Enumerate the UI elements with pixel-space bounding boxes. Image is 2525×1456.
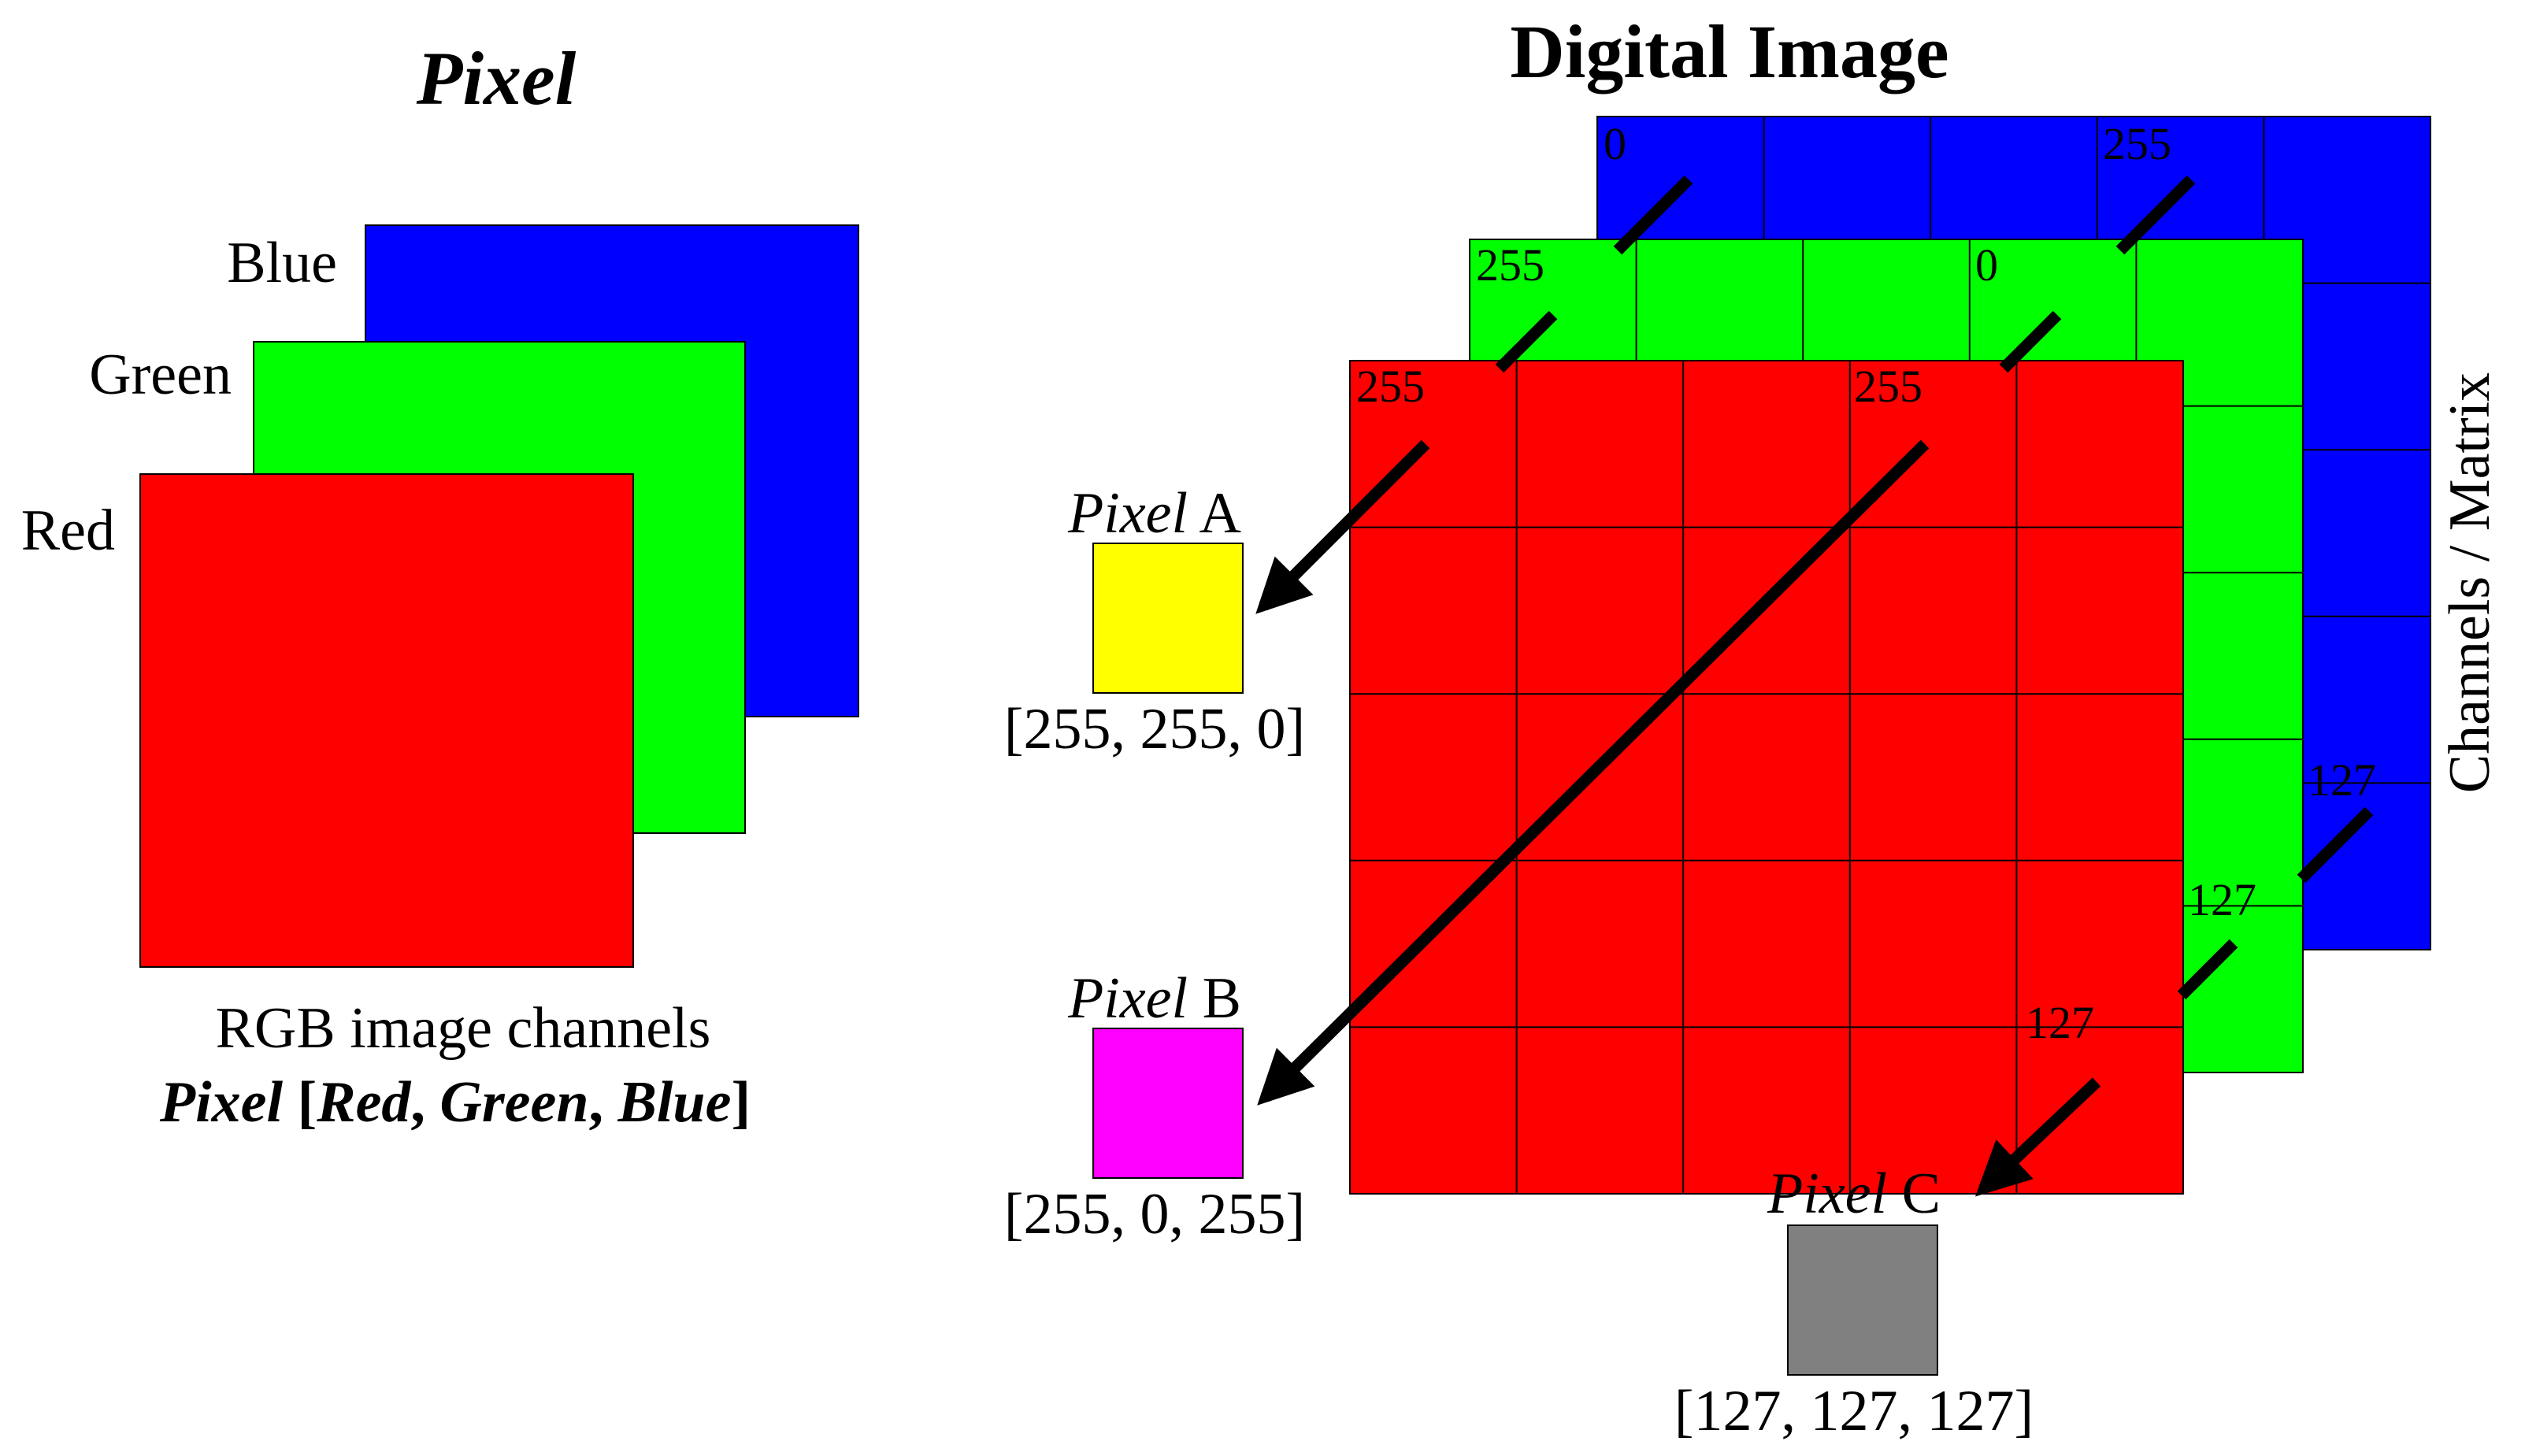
arrow-pixel-c bbox=[1974, 1077, 2101, 1197]
green-value-top-mid: 0 bbox=[1975, 239, 1998, 291]
red-matrix-background bbox=[1349, 360, 2184, 1195]
green-value-bottom-right: 127 bbox=[2188, 874, 2256, 925]
link-green-top-mid bbox=[1999, 310, 2062, 373]
caption-red: Red bbox=[316, 1070, 411, 1135]
caption-blue: Blue bbox=[617, 1070, 732, 1135]
pixel-c-label: Pixel C bbox=[1767, 1161, 1941, 1226]
red-value-bottom-right: 127 bbox=[2026, 997, 2094, 1048]
link-green-top-left bbox=[1495, 310, 1558, 373]
red-channel-label: Red bbox=[21, 498, 115, 563]
blue-value-top-mid: 255 bbox=[2103, 118, 2171, 169]
link-blue-bottom-right bbox=[2297, 806, 2374, 884]
pixel-c: Pixel C [127, 127, 127] bbox=[1674, 1161, 2034, 1443]
channels-matrix-label: Channels / Matrix bbox=[2438, 372, 2502, 793]
link-green-bottom-right bbox=[2177, 939, 2238, 1000]
pixel-c-swatch bbox=[1787, 1224, 1938, 1376]
red-channel-square bbox=[139, 473, 634, 968]
pixel-a-value: [255, 255, 0] bbox=[1004, 697, 1305, 761]
pixel-b-label: Pixel B bbox=[1067, 966, 1241, 1031]
green-channel-label: Green bbox=[89, 343, 232, 407]
left-title: Pixel bbox=[416, 36, 577, 120]
green-value-top-left: 255 bbox=[1476, 239, 1544, 291]
pixel-a-label: Pixel A bbox=[1067, 481, 1241, 546]
right-panel: Digital Image 0 255 127 255 0 127 255 25… bbox=[1004, 9, 2502, 1443]
blue-channel-label: Blue bbox=[227, 231, 337, 295]
caption-green: Green bbox=[439, 1070, 588, 1135]
pixel-b-swatch bbox=[1092, 1028, 1244, 1179]
red-value-top-left: 255 bbox=[1356, 361, 1425, 412]
caption-pixel: Pixel bbox=[159, 1070, 284, 1135]
right-title: Digital Image bbox=[1510, 9, 1948, 94]
arrow-pixel-b bbox=[1257, 439, 1930, 1106]
left-caption-line2: Pixel [Red, Green, Blue] bbox=[159, 1070, 751, 1135]
left-panel: Pixel Blue Green Red RGB image channels … bbox=[21, 36, 859, 1135]
link-blue-top-mid bbox=[2115, 175, 2196, 255]
left-caption-line1: RGB image channels bbox=[216, 996, 711, 1061]
pixel-c-value: [127, 127, 127] bbox=[1674, 1379, 2034, 1443]
pixel-a: Pixel A [255, 255, 0] bbox=[1004, 481, 1305, 761]
pixel-arrows bbox=[1255, 439, 2101, 1197]
pixel-b: Pixel B [255, 0, 255] bbox=[1004, 966, 1305, 1247]
pixel-a-swatch bbox=[1092, 543, 1244, 694]
blue-value-top-left: 0 bbox=[1604, 118, 1626, 169]
link-blue-top-left bbox=[1613, 175, 1693, 255]
blue-value-bottom-right: 127 bbox=[2308, 754, 2376, 806]
red-channel-matrix bbox=[1349, 360, 2184, 1195]
pixel-b-value: [255, 0, 255] bbox=[1004, 1182, 1305, 1247]
value-link-lines bbox=[1495, 175, 2374, 1000]
red-value-top-mid: 255 bbox=[1854, 361, 1922, 412]
arrow-pixel-a bbox=[1255, 439, 1430, 614]
